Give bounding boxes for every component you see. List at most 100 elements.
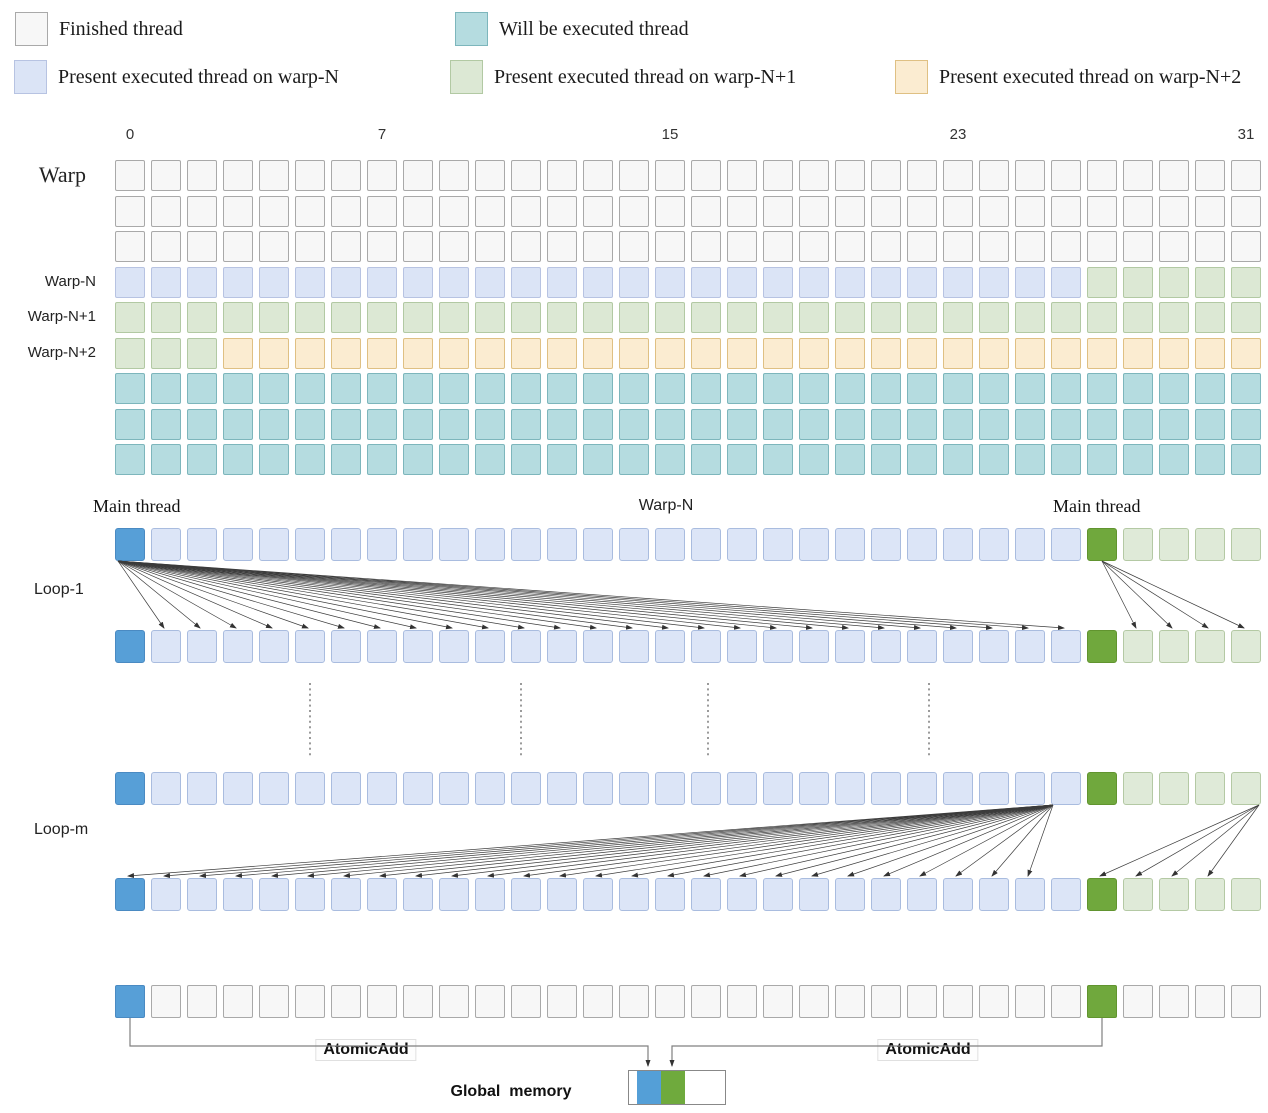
thread-cell-loopBlue bbox=[259, 772, 289, 805]
legend-label: Present executed thread on warp-N+2 bbox=[939, 65, 1242, 88]
thread-cell-warpN1 bbox=[1051, 302, 1081, 333]
thread-cell-finished bbox=[439, 196, 469, 227]
row-label-warp-n: Warp-N bbox=[44, 273, 96, 290]
thread-cell-loopBlue bbox=[1015, 528, 1045, 561]
thread-cell-loopBlue bbox=[871, 878, 901, 911]
thread-cell-finished bbox=[1015, 985, 1045, 1018]
thread-cell-will bbox=[655, 444, 685, 475]
thread-cell-loopBlue bbox=[259, 528, 289, 561]
legend-item: Will be executed thread bbox=[455, 12, 689, 46]
thread-cell-warpN1 bbox=[763, 302, 793, 333]
thread-cell-loopBlue bbox=[871, 528, 901, 561]
thread-cell-finished bbox=[511, 160, 541, 191]
thread-cell-finished bbox=[1123, 985, 1153, 1018]
thread-cell-finished bbox=[799, 231, 829, 262]
thread-cell-finished bbox=[547, 231, 577, 262]
thread-cell-finished bbox=[547, 160, 577, 191]
thread-cell-loopBlue bbox=[763, 528, 793, 561]
atomic-add-left-label: AtomicAdd bbox=[315, 1039, 417, 1061]
column-tick-31: 31 bbox=[1237, 126, 1255, 143]
thread-cell-warpN1 bbox=[1087, 302, 1117, 333]
thread-cell-finished bbox=[1051, 985, 1081, 1018]
thread-cell-finished bbox=[295, 985, 325, 1018]
thread-cell-warpN1 bbox=[835, 302, 865, 333]
thread-cell-loopBlue bbox=[727, 878, 757, 911]
thread-cell-finished bbox=[223, 196, 253, 227]
thread-cell-will bbox=[835, 409, 865, 440]
legend-label: Present executed thread on warp-N bbox=[58, 65, 339, 88]
thread-cell-loopGreen bbox=[1159, 878, 1189, 911]
thread-cell-warpN bbox=[979, 267, 1009, 298]
thread-cell-finished bbox=[763, 196, 793, 227]
thread-cell-will bbox=[583, 373, 613, 404]
thread-cell-finished bbox=[151, 160, 181, 191]
thread-cell-finished bbox=[151, 985, 181, 1018]
column-tick-23: 23 bbox=[949, 126, 967, 143]
thread-cell-warpN bbox=[403, 267, 433, 298]
thread-cell-loopBlue bbox=[295, 772, 325, 805]
legend-swatch-warpN1 bbox=[450, 60, 483, 94]
thread-cell-will bbox=[331, 409, 361, 440]
thread-cell-will bbox=[475, 373, 505, 404]
legend-swatch-will bbox=[455, 12, 488, 46]
thread-cell-will bbox=[367, 373, 397, 404]
thread-cell-will bbox=[403, 409, 433, 440]
thread-cell-finished bbox=[511, 231, 541, 262]
thread-cell-warpN bbox=[1051, 267, 1081, 298]
thread-cell-will bbox=[1231, 444, 1261, 475]
thread-cell-finished bbox=[1159, 231, 1189, 262]
thread-cell-mainBlue bbox=[115, 985, 145, 1018]
thread-cell-will bbox=[1123, 409, 1153, 440]
thread-cell-will bbox=[1195, 409, 1225, 440]
thread-cell-finished bbox=[835, 196, 865, 227]
thread-cell-warpN bbox=[475, 267, 505, 298]
thread-cell-will bbox=[1051, 444, 1081, 475]
thread-cell-finished bbox=[907, 231, 937, 262]
thread-cell-will bbox=[1087, 409, 1117, 440]
thread-cell-warpN2 bbox=[475, 338, 505, 369]
thread-cell-will bbox=[439, 444, 469, 475]
thread-cell-finished bbox=[655, 985, 685, 1018]
thread-cell-warpN bbox=[295, 267, 325, 298]
thread-cell-loopBlue bbox=[1015, 878, 1045, 911]
thread-cell-will bbox=[979, 409, 1009, 440]
thread-cell-loopGreen bbox=[1123, 630, 1153, 663]
thread-cell-will bbox=[223, 373, 253, 404]
thread-cell-loopBlue bbox=[655, 630, 685, 663]
thread-cell-mainGreen bbox=[1087, 630, 1117, 663]
thread-cell-warpN2 bbox=[367, 338, 397, 369]
legend-item: Present executed thread on warp-N+1 bbox=[450, 60, 796, 94]
thread-cell-warpN2 bbox=[1087, 338, 1117, 369]
thread-cell-will bbox=[547, 409, 577, 440]
thread-cell-finished bbox=[151, 196, 181, 227]
thread-cell-finished bbox=[655, 160, 685, 191]
thread-cell-loopBlue bbox=[403, 772, 433, 805]
thread-cell-finished bbox=[475, 985, 505, 1018]
thread-cell-warpN1 bbox=[1087, 267, 1117, 298]
thread-cell-finished bbox=[907, 985, 937, 1018]
thread-cell-finished bbox=[907, 160, 937, 191]
thread-cell-will bbox=[1051, 373, 1081, 404]
thread-cell-loopGreen bbox=[1195, 772, 1225, 805]
thread-cell-warpN1 bbox=[151, 302, 181, 333]
thread-cell-warpN1 bbox=[331, 302, 361, 333]
thread-cell-finished bbox=[1195, 231, 1225, 262]
thread-cell-finished bbox=[439, 160, 469, 191]
thread-cell-finished bbox=[115, 231, 145, 262]
thread-cell-loopGreen bbox=[1159, 630, 1189, 663]
legend-swatch-warpN bbox=[14, 60, 47, 94]
thread-cell-finished bbox=[1123, 196, 1153, 227]
thread-cell-will bbox=[223, 444, 253, 475]
thread-cell-loopBlue bbox=[655, 772, 685, 805]
thread-cell-finished bbox=[691, 231, 721, 262]
thread-cell-warpN1 bbox=[367, 302, 397, 333]
thread-cell-finished bbox=[583, 196, 613, 227]
thread-cell-finished bbox=[619, 231, 649, 262]
thread-cell-warpN bbox=[187, 267, 217, 298]
thread-cell-finished bbox=[403, 985, 433, 1018]
thread-cell-finished bbox=[367, 231, 397, 262]
thread-cell-loopBlue bbox=[187, 630, 217, 663]
thread-cell-warpN2 bbox=[619, 338, 649, 369]
thread-cell-loopBlue bbox=[187, 772, 217, 805]
